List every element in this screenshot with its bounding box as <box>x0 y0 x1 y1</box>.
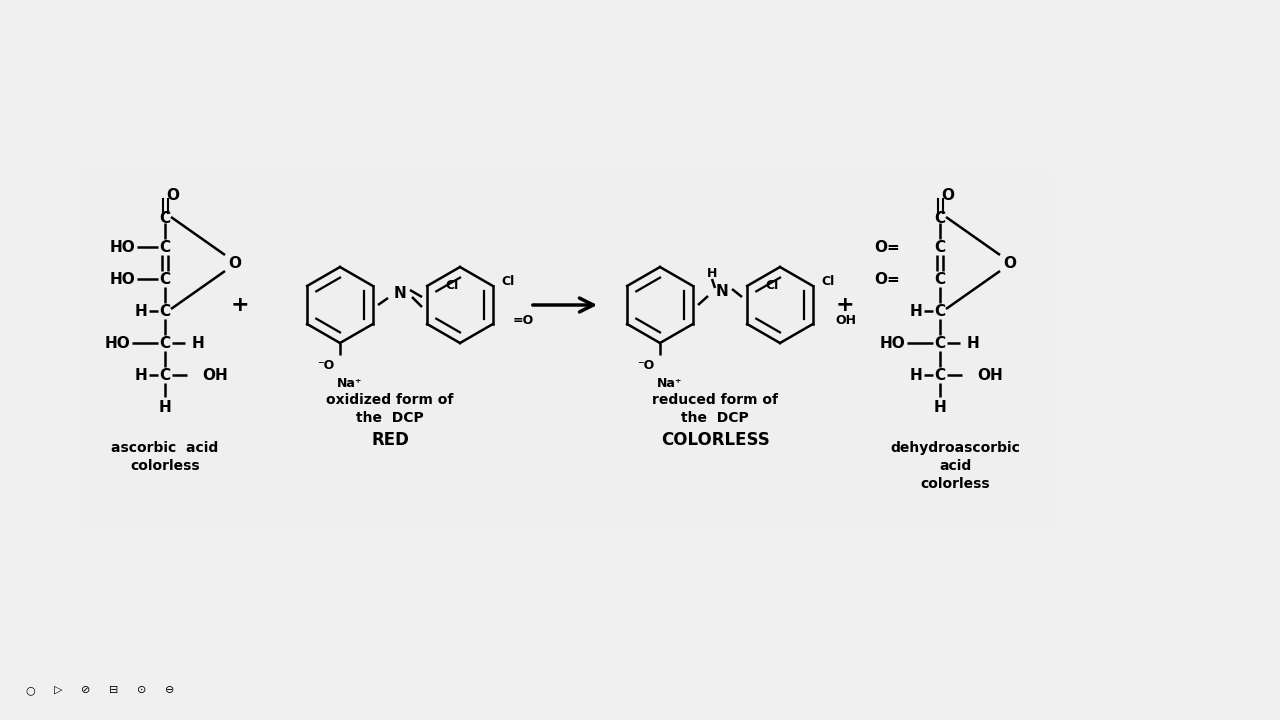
Text: Cl: Cl <box>765 279 778 292</box>
Text: reduced form of: reduced form of <box>652 393 778 407</box>
Text: N: N <box>716 284 728 299</box>
Text: O: O <box>166 187 179 202</box>
Text: O=: O= <box>874 271 900 287</box>
Text: H: H <box>909 367 922 382</box>
Text: H: H <box>707 266 717 279</box>
Text: C: C <box>160 367 170 382</box>
Text: N: N <box>394 286 406 300</box>
Text: C: C <box>160 271 170 287</box>
Text: H: H <box>159 400 172 415</box>
Text: C: C <box>934 210 946 225</box>
Text: ⊖: ⊖ <box>165 685 174 695</box>
Text: ⊘: ⊘ <box>82 685 91 695</box>
Text: ascorbic  acid: ascorbic acid <box>111 441 219 455</box>
Text: dehydroascorbic: dehydroascorbic <box>890 441 1020 455</box>
Text: H: H <box>966 336 979 351</box>
Text: Cl: Cl <box>822 274 835 287</box>
Text: O: O <box>229 256 242 271</box>
Text: ○: ○ <box>26 685 35 695</box>
Text: C: C <box>160 240 170 254</box>
Text: H: H <box>134 304 147 318</box>
Text: acid: acid <box>938 459 972 473</box>
Text: H: H <box>933 400 946 415</box>
Text: RED: RED <box>371 431 408 449</box>
Text: ▷: ▷ <box>54 685 63 695</box>
Text: Cl: Cl <box>502 274 515 287</box>
Text: H: H <box>909 304 922 318</box>
Text: =O: =O <box>512 313 534 326</box>
Text: H: H <box>134 367 147 382</box>
Text: colorless: colorless <box>920 477 989 491</box>
Text: HO: HO <box>879 336 905 351</box>
Text: HO: HO <box>109 240 134 254</box>
Text: C: C <box>934 336 946 351</box>
Text: HO: HO <box>104 336 131 351</box>
Text: C: C <box>160 304 170 318</box>
Text: C: C <box>160 210 170 225</box>
Text: Na⁺: Na⁺ <box>657 377 682 390</box>
Text: OH: OH <box>836 313 856 326</box>
Text: the  DCP: the DCP <box>681 411 749 425</box>
Text: OH: OH <box>202 367 228 382</box>
Text: +: + <box>836 295 854 315</box>
Text: ⊙: ⊙ <box>137 685 147 695</box>
Text: colorless: colorless <box>131 459 200 473</box>
Text: C: C <box>160 336 170 351</box>
Text: O=: O= <box>874 240 900 254</box>
Text: COLORLESS: COLORLESS <box>660 431 769 449</box>
Text: Na⁺: Na⁺ <box>337 377 362 390</box>
FancyBboxPatch shape <box>76 170 1055 530</box>
Text: O: O <box>942 187 955 202</box>
Text: H: H <box>192 336 205 351</box>
Text: the  DCP: the DCP <box>356 411 424 425</box>
Text: ⁻O: ⁻O <box>317 359 334 372</box>
Text: C: C <box>934 240 946 254</box>
Text: C: C <box>934 271 946 287</box>
Text: C: C <box>934 367 946 382</box>
Text: oxidized form of: oxidized form of <box>326 393 453 407</box>
Text: OH: OH <box>977 367 1002 382</box>
Text: +: + <box>230 295 250 315</box>
Text: Cl: Cl <box>445 279 458 292</box>
Text: ⁻O: ⁻O <box>637 359 654 372</box>
Text: ⊟: ⊟ <box>109 685 119 695</box>
Text: O: O <box>1004 256 1016 271</box>
Text: C: C <box>934 304 946 318</box>
Text: HO: HO <box>109 271 134 287</box>
